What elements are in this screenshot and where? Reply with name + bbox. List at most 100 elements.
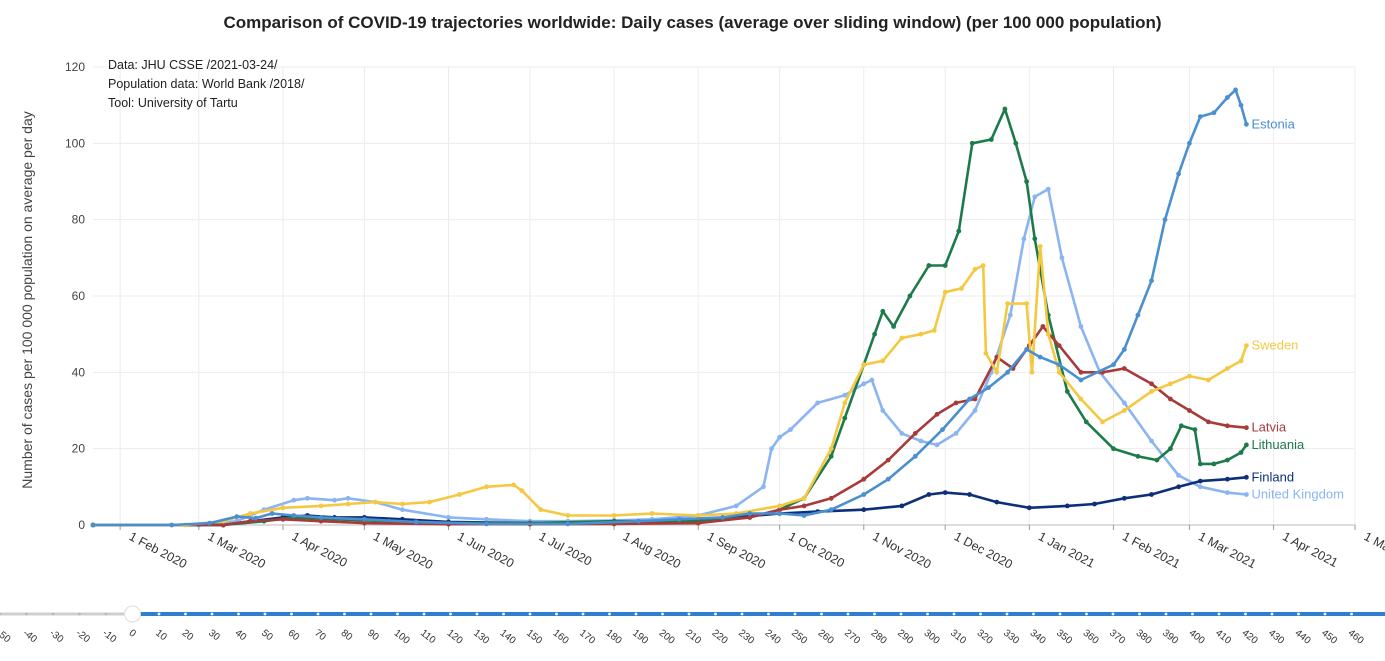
slider-tick-dot: [634, 612, 638, 616]
data-point-lithuania: [926, 263, 932, 268]
data-point-united-kingdom: [305, 495, 310, 501]
slider-tick-dot: [1138, 612, 1141, 616]
data-point-latvia: [801, 503, 807, 509]
slider-tick-dot: [820, 612, 823, 616]
slider-tick-label: 80: [339, 628, 355, 644]
data-point-estonia: [1037, 354, 1043, 360]
slider-tick-label: -50: [0, 628, 13, 646]
slider-tick-label: 20: [180, 628, 196, 644]
series-labels: United Kingdom Finland Lithuania Latvia Swed…: [1251, 116, 1344, 501]
data-point-sweden: [899, 335, 905, 341]
data-point-sweden: [1045, 331, 1051, 337]
data-point-sweden: [1244, 343, 1249, 348]
slider-tick-label: 210: [683, 628, 703, 647]
data-point-lithuania: [1083, 419, 1089, 425]
data-point-sweden: [318, 503, 324, 509]
slider-tick-label: 290: [895, 628, 915, 647]
data-point-lithuania: [842, 415, 848, 421]
x-tick-label: 1 Ma: [1362, 529, 1385, 554]
slider-tick-label: 130: [471, 628, 491, 647]
data-point-sweden: [1168, 381, 1173, 387]
data-point-united-kingdom: [291, 497, 297, 503]
data-point-estonia: [207, 520, 213, 526]
x-tick-label: 1 Aug 2020: [621, 529, 683, 571]
data-point-estonia: [565, 521, 571, 527]
slider-tick-label: 150: [524, 628, 544, 647]
data-point-estonia: [676, 516, 682, 522]
series-line-lithuania: [91, 107, 1248, 527]
y-tick-label: 120: [65, 60, 85, 74]
data-point-finland: [1197, 478, 1203, 484]
data-point-latvia: [1206, 419, 1211, 425]
data-point-latvia: [1056, 343, 1062, 348]
data-point-latvia: [934, 411, 940, 417]
slider-tick-dot: [608, 612, 611, 616]
data-point-united-kingdom: [934, 442, 940, 448]
data-point-estonia: [720, 515, 725, 520]
slider-tick-label: 90: [365, 628, 381, 644]
data-point-finland: [926, 492, 932, 497]
data-point-finland: [1121, 495, 1127, 501]
y-tick-label: 100: [65, 136, 85, 150]
slider-tick-label: 30: [206, 628, 222, 644]
data-point-estonia: [828, 507, 834, 513]
source-notes: Data: JHU CSSE /2021-03-24/Population da…: [108, 58, 305, 110]
data-point-united-kingdom: [899, 431, 905, 436]
data-point-finland: [1092, 501, 1097, 507]
data-point-latvia: [248, 518, 253, 524]
data-point-finland: [1026, 505, 1032, 511]
data-point-sweden: [1029, 369, 1035, 375]
data-point-estonia: [362, 516, 367, 522]
data-point-estonia: [484, 521, 489, 527]
slider-tick-label: 50: [259, 628, 275, 644]
slider-tick-label: 250: [789, 628, 809, 647]
data-point-finland: [1064, 503, 1070, 509]
x-tick-label: 1 Feb 2020: [127, 529, 189, 571]
slider-tick-label: 460: [1346, 628, 1366, 647]
slider-tick-dot: [316, 612, 320, 616]
slider-tick-dot: [0, 612, 2, 616]
slider-tick-label: 370: [1107, 628, 1127, 647]
slider-tick-label: 70: [312, 628, 328, 644]
data-point-finland: [1149, 492, 1154, 497]
x-axis: 1 Feb 2020 1 Mar 2020 1 Apr 2020 1 May 2020…: [93, 524, 1385, 572]
x-tick-label: 1 Jul 2020: [537, 529, 595, 568]
slider-tick-dot: [184, 612, 187, 616]
data-point-latvia: [1078, 369, 1084, 375]
data-point-lithuania: [828, 453, 834, 459]
slider-tick-dot: [1217, 612, 1221, 616]
data-point-latvia: [953, 400, 959, 406]
slider-tick-dot: [793, 612, 797, 616]
data-point-united-kingdom: [332, 497, 337, 503]
slider-tick-label: 140: [498, 628, 518, 647]
slider-tick-label: 200: [657, 628, 677, 647]
slider-tick-dot: [528, 612, 532, 616]
data-point-estonia: [1056, 362, 1062, 368]
data-point-united-kingdom: [815, 400, 820, 406]
timeline-slider[interactable]: -50 -40 -30 -20 -10 0 10 20 30 40 50 60 70 80 90 100 110…: [0, 605, 1385, 647]
data-point-finland: [1176, 484, 1181, 490]
slider-tick-dot: [1191, 612, 1194, 616]
data-point-latvia: [695, 520, 701, 526]
data-point-united-kingdom: [1059, 255, 1065, 261]
x-tick-label: 1 Sep 2020: [705, 529, 768, 571]
data-point-lithuania: [988, 137, 994, 142]
data-point-sweden: [538, 507, 544, 513]
data-point-latvia: [280, 516, 286, 522]
slider-tick-label: 230: [736, 628, 756, 647]
chart-title: Comparison of COVID-19 trajectories worl…: [223, 13, 1162, 32]
data-point-sweden: [345, 501, 351, 507]
data-point-sweden: [400, 501, 405, 507]
y-axis-label: Number of cases per 100 000 population o…: [19, 111, 35, 488]
data-point-sweden: [828, 446, 834, 452]
slider-tick-label: 280: [869, 628, 889, 647]
data-point-united-kingdom: [861, 381, 867, 387]
data-point-united-kingdom: [972, 408, 978, 413]
data-point-finland: [994, 499, 1000, 505]
data-point-sweden: [1056, 369, 1062, 375]
slider-tick-label: 60: [286, 628, 302, 644]
series-line-latvia: [91, 325, 1248, 527]
data-point-sweden: [972, 266, 978, 272]
data-point-lithuania: [1178, 423, 1184, 429]
slider-handle[interactable]: [124, 605, 141, 623]
